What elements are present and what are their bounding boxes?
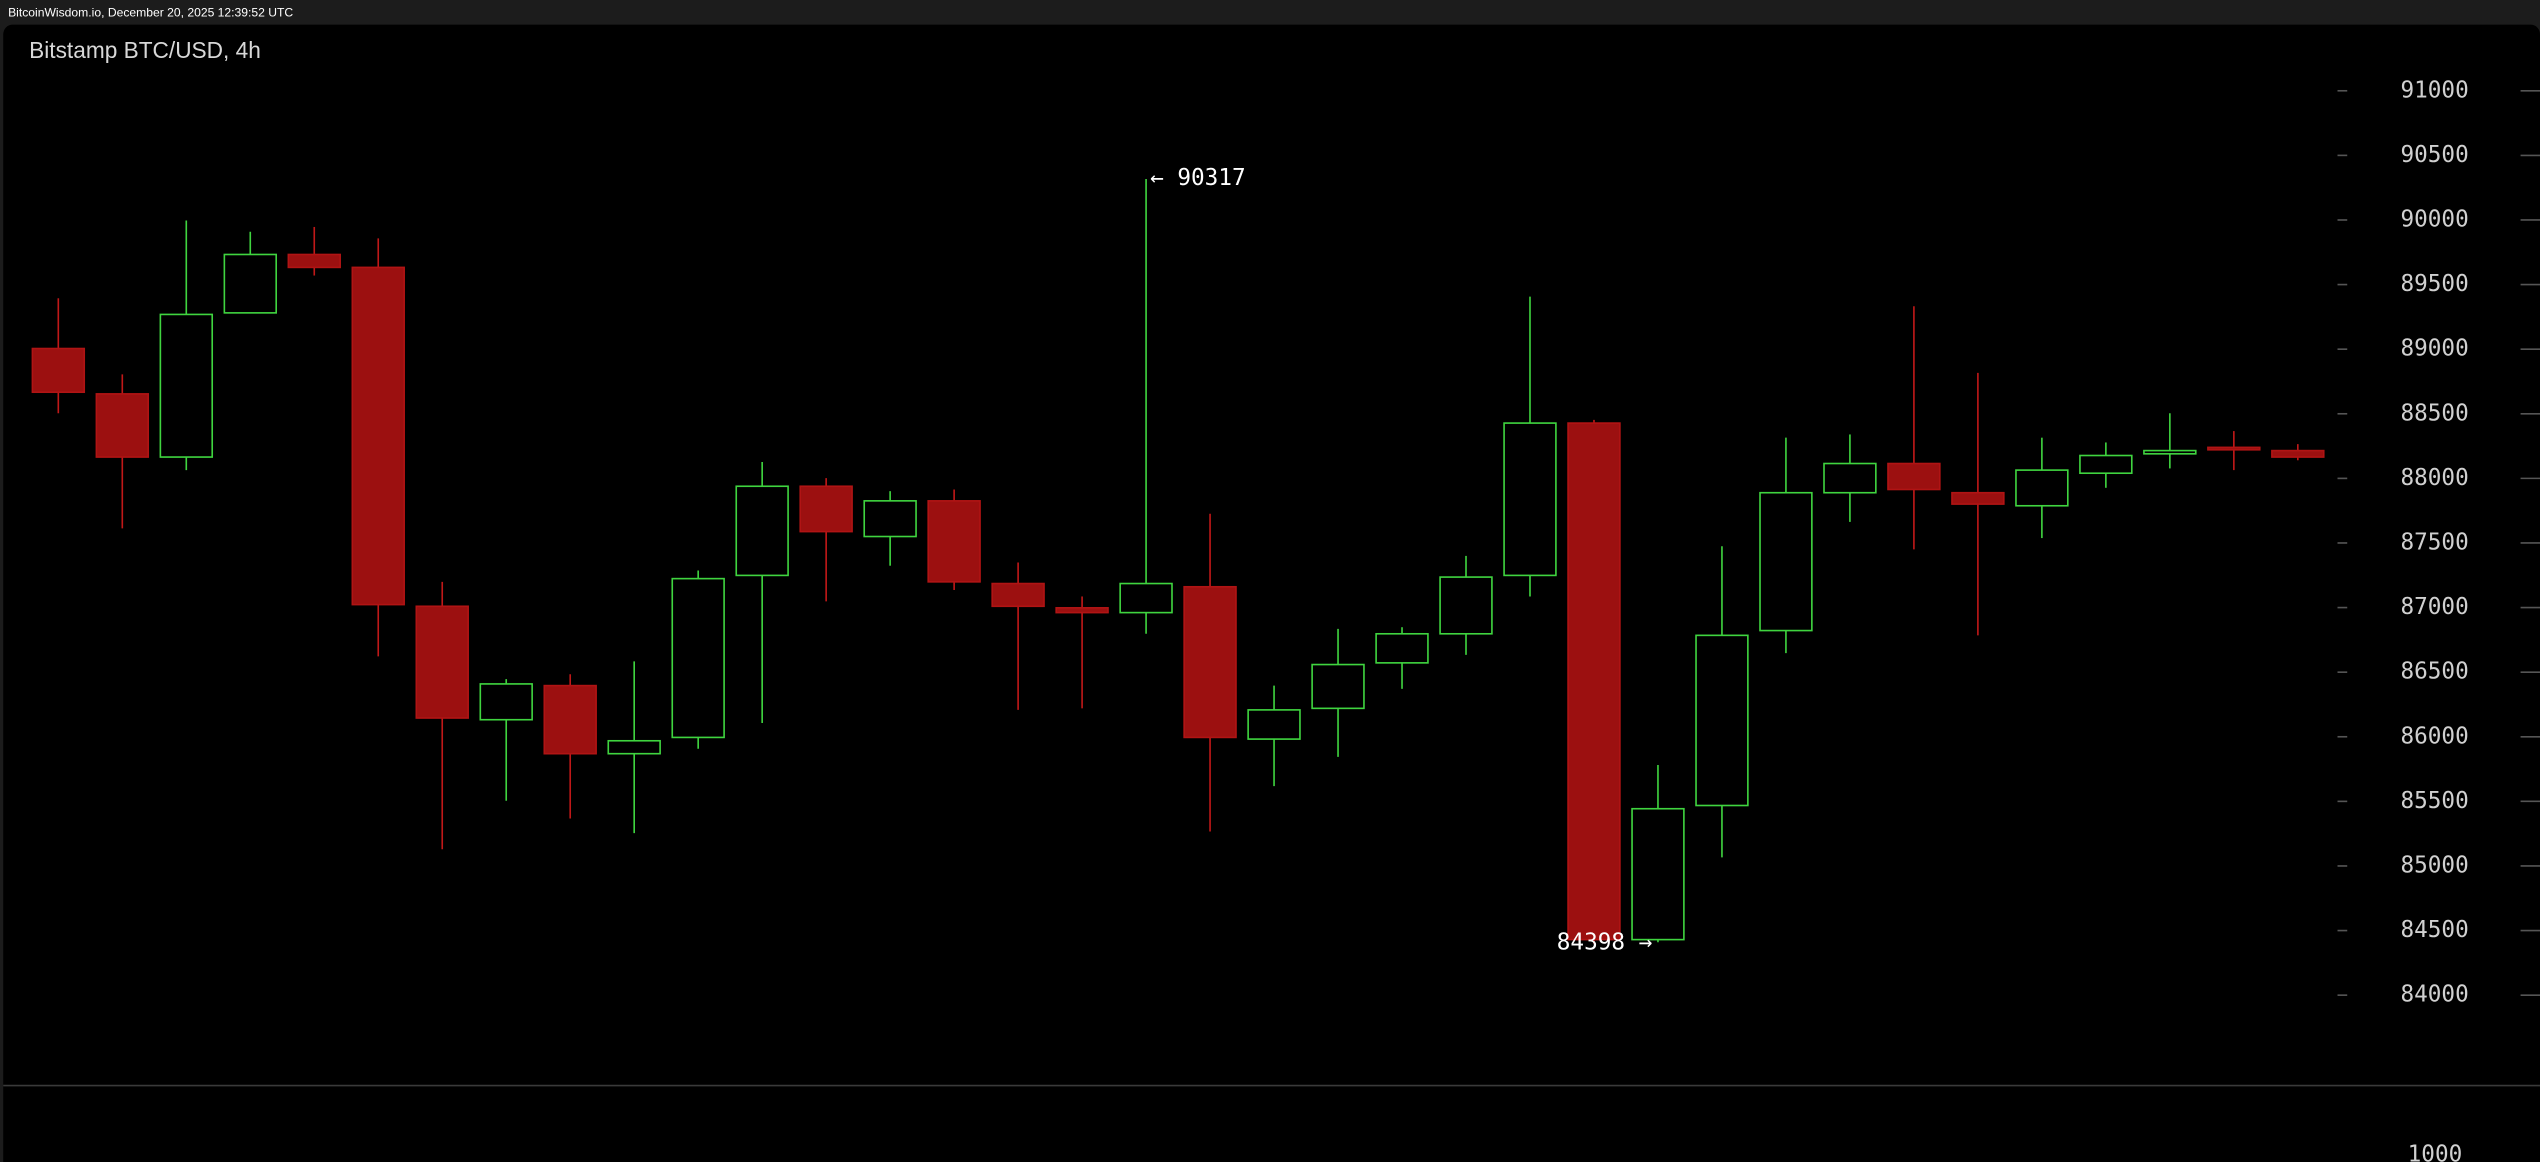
candle-body [223,253,278,314]
candle-body [671,577,725,739]
annotation-high: ← 90317 [1150,165,1245,191]
y-tick-label: 88500 [2401,400,2469,426]
candle-body [351,266,405,606]
y-tick-label: 85000 [2401,852,2469,878]
candle-body [1183,585,1237,739]
candle-body [2143,449,2197,455]
candle-body [95,393,150,458]
y-tick-label: 90500 [2401,142,2469,168]
candle-body [31,347,86,394]
candle-body [1951,491,2005,505]
y-tick-label: 89500 [2401,271,2469,297]
candle-body [927,500,981,583]
candle-body [1055,607,1109,614]
candle-body [1567,422,1621,941]
candle-body [2271,449,2325,458]
candle-body [799,485,853,533]
candle-body [2015,469,2069,507]
candle-body [1311,663,1365,710]
candle-body [863,500,917,538]
y-tick-label: 87500 [2401,529,2469,555]
y-tick-label: 86500 [2401,659,2469,685]
candle-body [735,485,789,577]
y-tick-label: 88000 [2401,465,2469,491]
candle-body [159,313,214,458]
y-tick-label: 84000 [2401,982,2469,1008]
y-tick-label: 91000 [2401,77,2469,103]
candle-body [1375,632,1429,664]
candle-body [1695,634,1749,807]
y-tick-label: 86000 [2401,723,2469,749]
candle-body [1631,807,1685,941]
candle-body [2079,454,2133,475]
candle-body [1439,576,1493,635]
chart-title: Bitstamp BTC/USD, 4h [29,37,261,63]
volume-tick-label: 1000 [2408,1142,2463,1162]
candle-body [543,684,597,755]
y-tick-label: 90000 [2401,206,2469,232]
candle-body [415,605,469,719]
candle-body [287,253,341,269]
candle-body [1887,462,1941,491]
candle-body [1759,491,1813,632]
y-tick-label: 84500 [2401,917,2469,943]
candle-body [2207,446,2261,451]
y-tick-label: 85500 [2401,788,2469,814]
chart-panel [3,24,2540,1162]
candle-body [1823,462,1877,494]
candle-body [1119,582,1173,614]
candle-body [991,582,1045,608]
annotation-low: 84398 → [1557,930,1652,956]
candle-body [1247,709,1301,740]
y-tick-label: 87000 [2401,594,2469,620]
candle-body [607,739,661,755]
candle-body [479,683,533,721]
header-text: BitcoinWisdom.io, December 20, 2025 12:3… [8,5,293,19]
y-tick-label: 89000 [2401,336,2469,362]
candle-body [1503,422,1557,577]
